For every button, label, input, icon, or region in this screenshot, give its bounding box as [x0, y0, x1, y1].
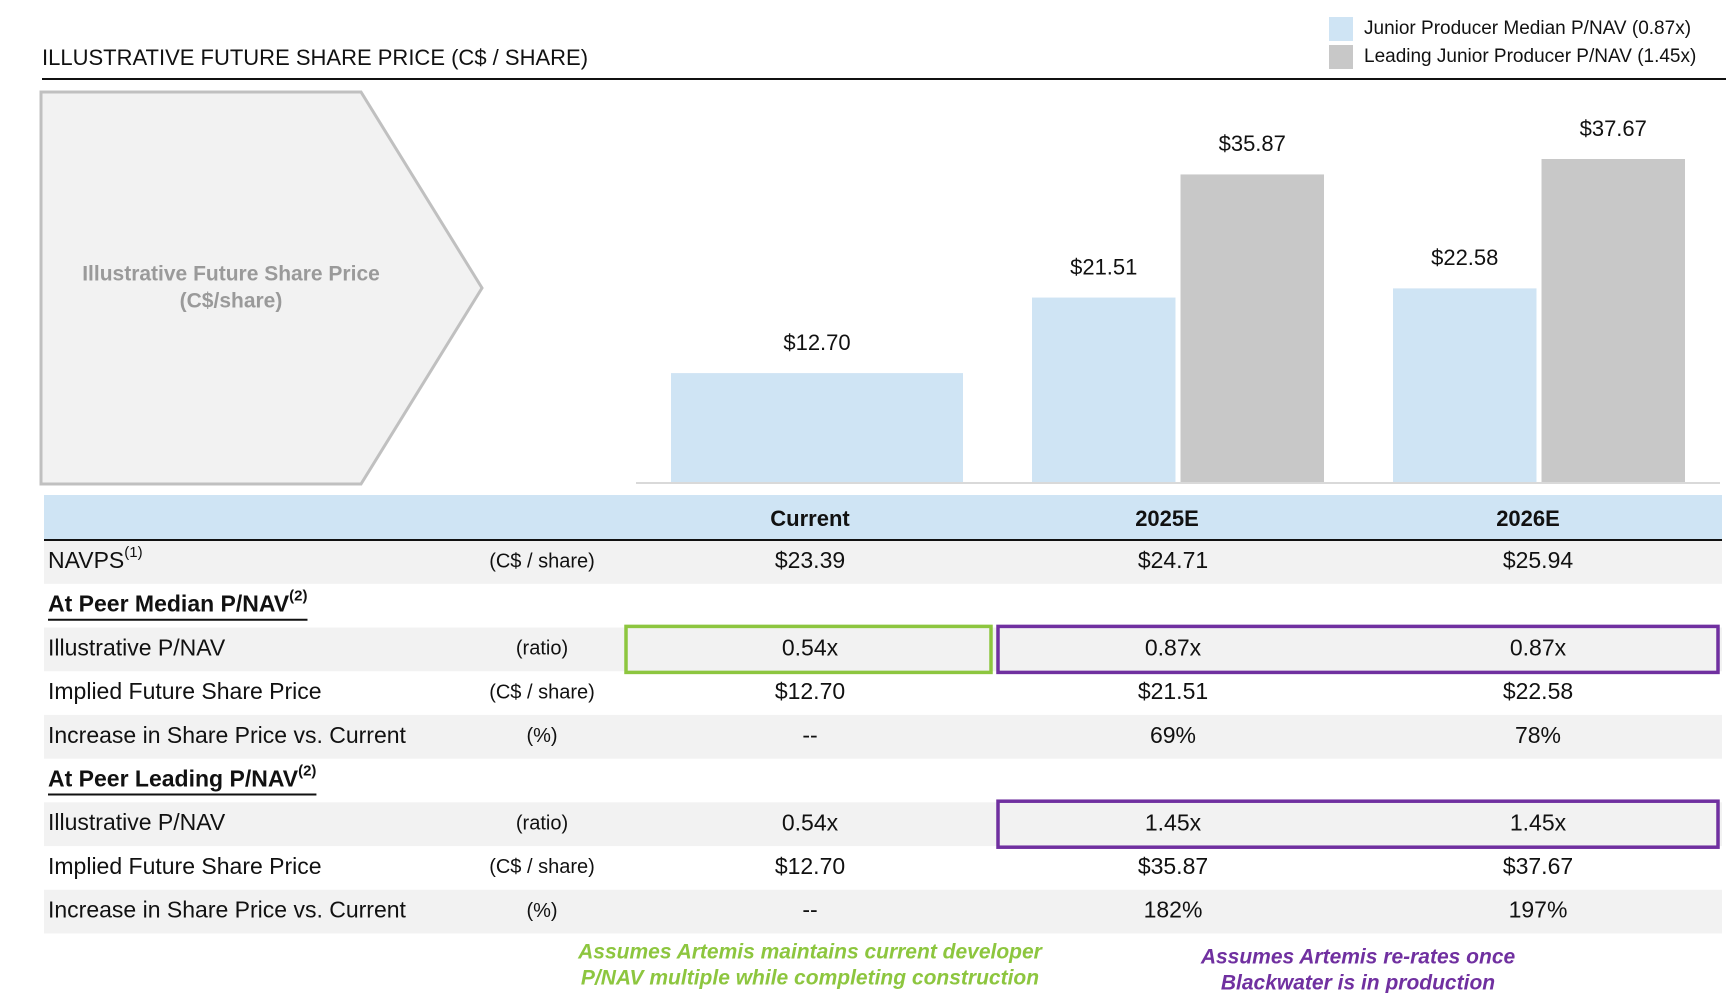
bar-value-label: $12.70	[783, 330, 850, 355]
bar	[1032, 297, 1176, 482]
row-band	[44, 627, 1722, 672]
row-unit: (C$ / share)	[489, 550, 595, 572]
row-label: Implied Future Share Price	[48, 678, 322, 704]
row-band	[44, 802, 1722, 847]
label-text: Illustrative P/NAV	[48, 809, 226, 835]
cell-value: $12.70	[775, 853, 845, 879]
panel-label: (C$/share)	[180, 290, 283, 313]
section-label: At Peer Median P/NAV(2)	[48, 588, 307, 617]
row-label: Implied Future Share Price	[48, 853, 322, 879]
row-label: Illustrative P/NAV	[48, 809, 226, 835]
legend-label: Junior Producer Median P/NAV (0.87x)	[1364, 18, 1691, 39]
bar	[1393, 288, 1537, 482]
row-unit: (%)	[526, 725, 557, 747]
label-text: Implied Future Share Price	[48, 678, 322, 704]
row-label: NAVPS(1)	[48, 544, 143, 573]
cell-value: $21.51	[1138, 678, 1208, 704]
note-text: Assumes Artemis maintains current develo…	[577, 941, 1044, 964]
cell-value: 0.54x	[782, 634, 839, 660]
legend-label: Leading Junior Producer P/NAV (1.45x)	[1364, 46, 1696, 67]
highlight-box	[996, 799, 1720, 849]
panel-label: Illustrative Future Share Price	[82, 263, 380, 286]
row-unit: (ratio)	[516, 638, 568, 660]
bar-value-label: $21.51	[1070, 254, 1137, 279]
cell-value: 0.87x	[1510, 634, 1567, 660]
row-label: Illustrative P/NAV	[48, 634, 226, 660]
cell-value: $22.58	[1503, 678, 1573, 704]
row-band	[44, 889, 1722, 934]
cell-value: 1.45x	[1145, 809, 1202, 835]
bar-value-label: $22.58	[1431, 245, 1498, 270]
cell-value: 197%	[1509, 897, 1568, 923]
panel-arrow	[39, 90, 484, 486]
note-text: P/NAV multiple while completing construc…	[581, 967, 1039, 990]
legend-swatch	[1329, 17, 1353, 41]
table-rows	[44, 540, 1722, 934]
section-label: At Peer Leading P/NAV(2)	[48, 762, 316, 791]
cell-value: $25.94	[1503, 547, 1574, 573]
column-header: 2026E	[1496, 506, 1560, 531]
note-text: Blackwater is in production	[1221, 972, 1495, 993]
label-text: Illustrative P/NAV	[48, 634, 226, 660]
cell-value: --	[802, 897, 817, 923]
superscript: (1)	[124, 544, 142, 561]
bar-value-label: $35.87	[1219, 131, 1286, 156]
row-unit: (ratio)	[516, 812, 568, 834]
label-text: At Peer Leading P/NAV	[48, 766, 299, 792]
cell-value: $23.39	[775, 547, 845, 573]
cell-value: 78%	[1515, 722, 1561, 748]
cell-value: $24.71	[1138, 547, 1208, 573]
row-label: Increase in Share Price vs. Current	[48, 722, 407, 748]
chart-title: ILLUSTRATIVE FUTURE SHARE PRICE (C$ / SH…	[42, 45, 588, 70]
cell-value: 0.87x	[1145, 634, 1202, 660]
table-header-band	[44, 495, 1722, 540]
bar	[1541, 159, 1685, 482]
superscript: (2)	[289, 588, 307, 605]
cell-value: $12.70	[775, 678, 845, 704]
row-band	[44, 540, 1722, 584]
cell-value: 182%	[1144, 897, 1203, 923]
row-band	[44, 714, 1722, 759]
label-text: At Peer Median P/NAV	[48, 591, 290, 617]
column-header: 2025E	[1135, 506, 1199, 531]
bar-value-label: $37.67	[1580, 116, 1647, 141]
row-unit: (%)	[526, 900, 557, 922]
label-text: Implied Future Share Price	[48, 853, 322, 879]
label-text: NAVPS	[48, 547, 124, 573]
cell-value: 1.45x	[1510, 809, 1567, 835]
note-text: Assumes Artemis re-rates once	[1200, 946, 1516, 969]
highlight-box	[624, 624, 993, 675]
superscript: (2)	[298, 762, 316, 779]
cell-value: --	[802, 722, 817, 748]
row-label: Increase in Share Price vs. Current	[48, 897, 407, 923]
cell-value: 69%	[1150, 722, 1196, 748]
bar	[1180, 174, 1324, 483]
bar	[671, 373, 963, 482]
row-unit: (C$ / share)	[489, 681, 595, 703]
cell-value: $37.67	[1503, 853, 1573, 879]
label-text: Increase in Share Price vs. Current	[48, 722, 407, 748]
cell-value: $35.87	[1138, 853, 1208, 879]
column-header: Current	[770, 506, 850, 531]
label-text: Increase in Share Price vs. Current	[48, 897, 407, 923]
legend-swatch	[1329, 45, 1353, 69]
cell-value: 0.54x	[782, 809, 839, 835]
highlight-box	[996, 624, 1720, 675]
row-unit: (C$ / share)	[489, 856, 595, 878]
